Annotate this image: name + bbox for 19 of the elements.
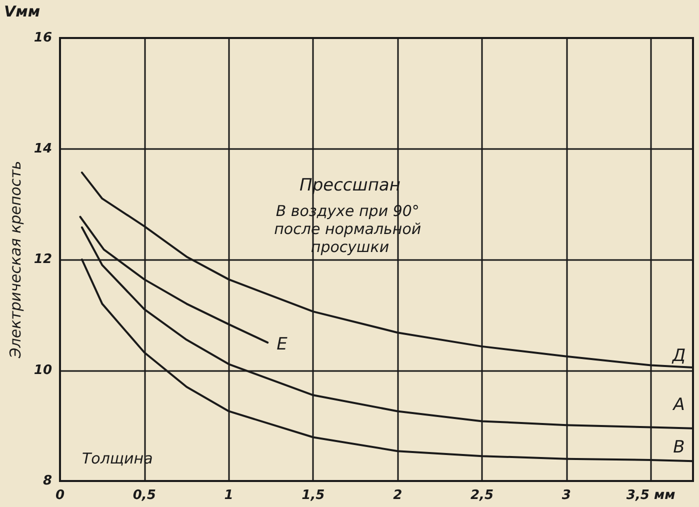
y-tick-label: 14 [34, 141, 52, 156]
y-axis-title: Электрическая крепость [6, 160, 24, 360]
x-tick-label: 3,5 мм [626, 488, 676, 503]
y-tick-label: 8 [42, 474, 52, 488]
series-label: Е [276, 334, 288, 355]
series-label: А [672, 394, 685, 415]
y-tick-label: 12 [34, 252, 52, 267]
text: Vмм [4, 2, 40, 20]
x-tick-label: 2 [393, 488, 402, 503]
y-tick-label: 10 [34, 362, 52, 378]
x-tick-label: 1 [224, 488, 234, 503]
x-tick-label: 0 [55, 488, 65, 503]
series-label: Д [671, 346, 686, 366]
y-tick-label: 16 [34, 30, 52, 46]
series-label: В [673, 438, 685, 458]
x-tick-label: 0,5 [132, 488, 156, 503]
x-tick-label: 3 [562, 488, 571, 503]
x-tick-label: 1,5 [302, 488, 325, 503]
x-tick-label: 2,5 [470, 488, 494, 503]
